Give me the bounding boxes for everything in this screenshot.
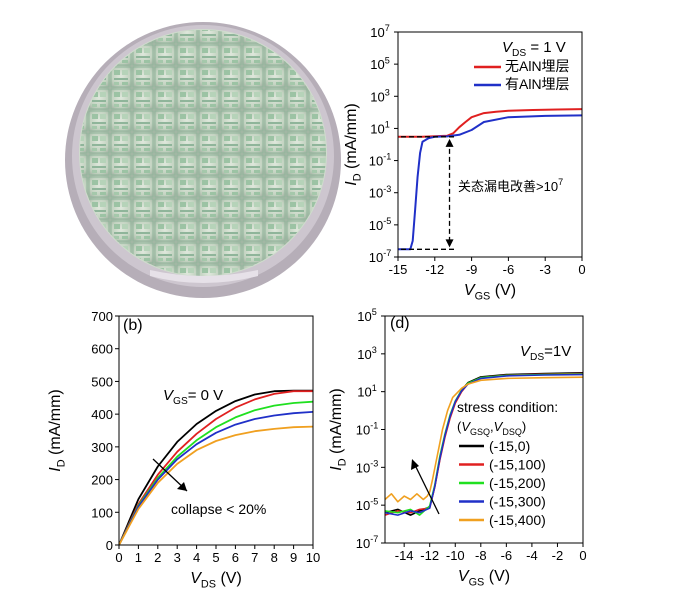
- improvement-arrowhead-up: [445, 138, 454, 147]
- wafer-photo: [65, 22, 341, 298]
- series-line-3: [119, 400, 313, 545]
- panel-transfer-buffer: -15 -12 -9 -6 -3 0 10-7 10-5 10-3 10-1 101 103 105 10…: [343, 23, 586, 302]
- x-axis-label: VDS (V): [190, 570, 242, 590]
- legend-label-4: (-15,300): [489, 494, 546, 510]
- x-tick-label: 4: [193, 550, 200, 565]
- y-tick-label: 103: [370, 87, 390, 104]
- legend-label-1: 无AlN埋层: [505, 58, 570, 74]
- x-tick-label: 7: [251, 550, 258, 565]
- x-tick-label: 5: [212, 550, 219, 565]
- collapse-arrowhead: [177, 482, 187, 491]
- x-tick-label: -4: [526, 548, 538, 563]
- series-line-4: [385, 373, 583, 516]
- legend-label-2: 有AlN埋层: [505, 76, 570, 92]
- x-tick-label: 9: [290, 550, 297, 565]
- x-tick-label: 0: [578, 262, 585, 277]
- x-tick-label: 0: [579, 548, 586, 563]
- x-tick-label: 1: [135, 550, 142, 565]
- vgs-annotation: VGS= 0 V: [163, 387, 223, 407]
- panel-tag: (d): [390, 315, 410, 332]
- x-tick-label: 10: [306, 550, 320, 565]
- y-tick-label: 10-5: [369, 216, 392, 233]
- y-tick-label: 500: [91, 374, 113, 389]
- y-tick-label: 10-3: [369, 184, 392, 201]
- legend-label-5: (-15,400): [489, 512, 546, 528]
- x-tick-label: 3: [174, 550, 181, 565]
- series-line-4: [119, 411, 313, 545]
- legend-label-2: (-15,100): [489, 457, 546, 473]
- y-tick-label: 700: [91, 309, 113, 324]
- x-tick-label: -12: [425, 262, 444, 277]
- y-axis-label: ID (mA/mm): [343, 103, 363, 186]
- y-axis-label: ID (mA/mm): [328, 388, 348, 471]
- y-tick-label: 105: [370, 55, 390, 72]
- x-tick-label: -14: [395, 548, 414, 563]
- vds-condition: VDS=1V: [520, 343, 571, 363]
- panel-d-stress: -14 -12 -10 -8 -6 -4 -2 0 10-7 10-5 10-3 10-1 101 103…: [328, 307, 587, 588]
- x-tick-label: 2: [154, 550, 161, 565]
- improvement-annotation: 关态漏电改善>107: [458, 177, 563, 194]
- y-tick-label: 10-3: [356, 458, 379, 475]
- collapse-label: collapse < 20%: [171, 501, 266, 517]
- wafer-dies: [80, 30, 326, 276]
- x-tick-label: 6: [232, 550, 239, 565]
- y-tick-label: 0: [106, 538, 113, 553]
- vds-condition: VDS = 1 V: [502, 39, 566, 59]
- x-tick-label: -9: [466, 262, 478, 277]
- stress-arrow: [413, 462, 440, 515]
- legend-label-1: (-15,0): [489, 438, 530, 454]
- x-tick-label: -6: [503, 262, 515, 277]
- y-tick-label: 10-7: [369, 248, 392, 265]
- legend-label-3: (-15,200): [489, 475, 546, 491]
- y-tick-label: 300: [91, 440, 113, 455]
- x-axis-label: VGS (V): [464, 282, 516, 302]
- y-tick-label: 100: [91, 505, 113, 520]
- stress-arrowhead: [411, 459, 419, 470]
- series-line-2: [398, 114, 582, 251]
- x-tick-label: -3: [539, 262, 551, 277]
- series-line-5: [119, 425, 313, 545]
- x-tick-label: -15: [389, 262, 408, 277]
- y-tick-label: 10-7: [356, 534, 379, 551]
- y-tick-label: 101: [357, 383, 377, 400]
- y-axis-label: ID (mA/mm): [47, 389, 67, 472]
- x-tick-label: 0: [115, 550, 122, 565]
- x-tick-label: 8: [271, 550, 278, 565]
- x-tick-label: -6: [501, 548, 513, 563]
- wafer-flat: [150, 270, 258, 283]
- x-tick-label: -8: [475, 548, 487, 563]
- y-tick-label: 10-5: [356, 496, 379, 513]
- y-tick-label: 105: [357, 307, 377, 324]
- series-line-1: [385, 372, 583, 516]
- x-tick-label: -10: [446, 548, 465, 563]
- y-tick-label: 10-1: [356, 421, 379, 438]
- y-tick-label: 107: [370, 23, 390, 40]
- x-tick-label: -12: [420, 548, 439, 563]
- series-line-3: [385, 373, 583, 516]
- y-tick-label: 600: [91, 342, 113, 357]
- legend-title: stress condition:: [457, 399, 558, 415]
- y-tick-label: 200: [91, 473, 113, 488]
- y-tick-label: 101: [370, 120, 390, 137]
- plot-frame: [397, 31, 583, 258]
- x-tick-label: -2: [552, 548, 564, 563]
- series-line-1: [119, 389, 313, 545]
- y-tick-label: 103: [357, 345, 377, 362]
- y-tick-label: 10-1: [369, 152, 392, 169]
- panel-tag: (b): [123, 317, 143, 334]
- improvement-arrowhead-down: [445, 239, 454, 248]
- series-line-5: [385, 376, 583, 503]
- series-line-1: [398, 108, 582, 138]
- legend-subtitle: (VGSQ,VDSQ): [457, 419, 526, 437]
- x-axis-label: VGS (V): [458, 568, 510, 588]
- series-line-2: [385, 372, 583, 516]
- y-tick-label: 400: [91, 407, 113, 422]
- series-line-2: [119, 390, 313, 545]
